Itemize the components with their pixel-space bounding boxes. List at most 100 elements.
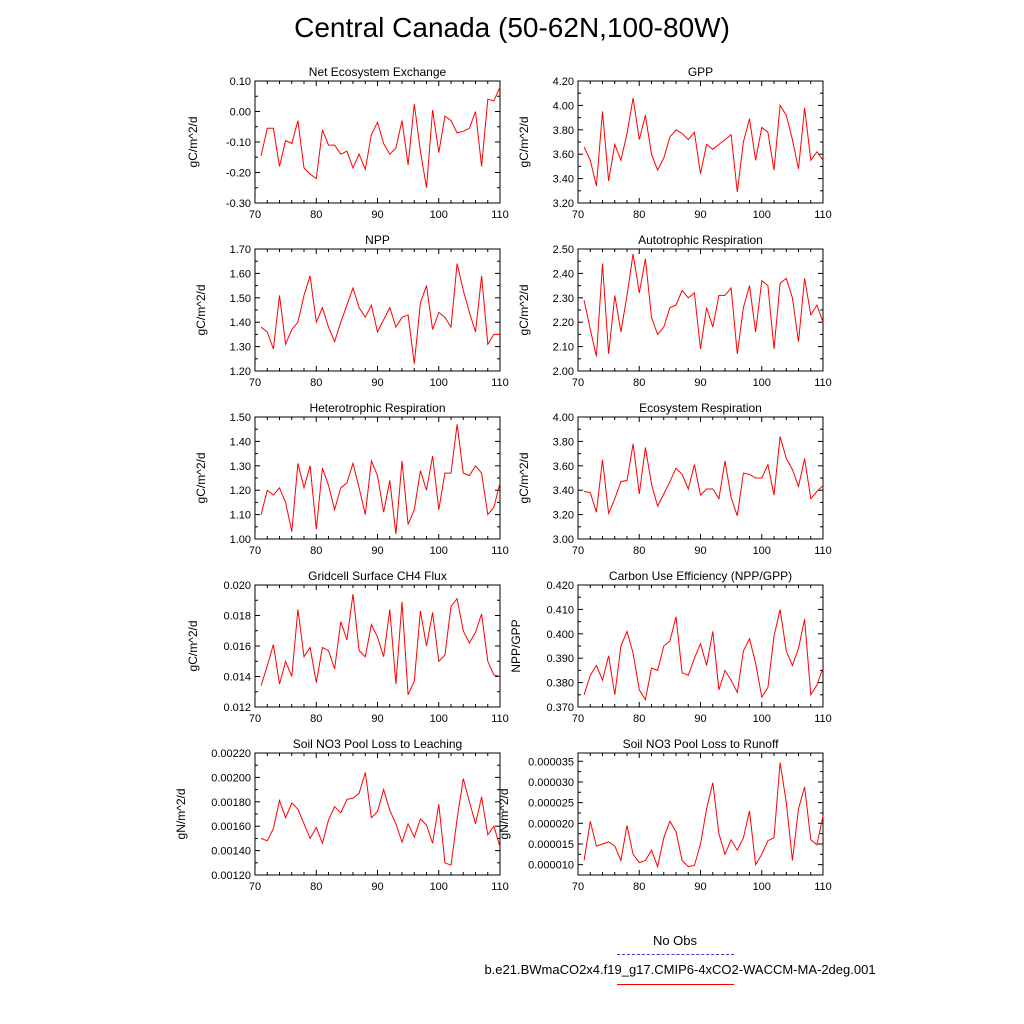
y-tick-label: 3.80 [553,125,574,137]
data-point [602,843,603,844]
y-tick-label: 0.400 [546,629,574,641]
y-axis-label: gC/m^2/d [194,453,208,504]
data-point [408,164,409,165]
data-point [724,295,725,296]
series-line [584,436,824,516]
data-point [694,132,695,133]
data-point [285,140,286,141]
data-point [626,480,627,481]
data-point [334,806,335,807]
data-point [487,514,488,515]
data-point [377,122,378,123]
data-point [487,834,488,835]
data-point [487,344,488,345]
x-tick-label: 100 [430,377,448,389]
data-point [584,146,585,147]
y-tick-label: 1.40 [230,436,251,448]
data-point [645,447,646,448]
data-point [731,134,732,135]
y-tick-label: 4.00 [553,412,574,424]
data-point [651,667,652,668]
data-point [285,661,286,662]
y-tick-label: 3.40 [553,485,574,497]
x-tick-label: 80 [633,545,645,557]
y-tick-label: 1.20 [230,485,251,497]
data-point [261,685,262,686]
y-tick-label: 0.00140 [211,846,251,858]
panel-soil-no3-pool-loss-to-runoff: 70 80 90 100 110 0.000010 0.000015 0.000020 0.00… [497,737,832,893]
data-point [669,307,670,308]
data-point [487,661,488,662]
y-axis-label: gC/m^2/d [186,117,200,168]
data-point [743,473,744,474]
data-point [633,443,634,444]
data-point [340,487,341,488]
data-point [420,610,421,611]
data-point [602,680,603,681]
y-tick-label: 1.30 [230,461,251,473]
data-point [633,854,634,855]
x-tick-label: 110 [491,377,509,389]
data-point [614,694,615,695]
data-point [273,495,274,496]
data-point [279,166,280,167]
data-point [389,307,390,308]
data-point [767,132,768,133]
data-point [322,843,323,844]
data-point [438,152,439,153]
x-tick-label: 90 [694,713,706,725]
plot-frame [254,248,501,372]
data-point [712,631,713,632]
data-point [395,148,396,149]
y-tick-label: 2.40 [553,268,574,280]
data-point [584,300,585,301]
data-point [389,609,390,610]
data-point [328,820,329,821]
data-point [651,484,652,485]
x-tick-label: 100 [430,209,448,221]
series-line [583,762,824,869]
y-tick-label: 0.014 [223,672,251,684]
y-tick-label: 3.20 [553,198,574,210]
data-point [450,606,451,607]
data-point [810,839,811,840]
data-point [675,831,676,832]
x-tick-label: 110 [814,209,832,221]
x-tick-label: 110 [491,881,509,893]
data-point [639,862,640,863]
data-point [328,485,329,486]
data-point [608,513,609,514]
data-point [620,331,621,332]
data-point [316,827,317,828]
data-point [767,687,768,688]
data-point [267,128,268,129]
data-point [718,295,719,296]
data-point [426,187,427,188]
y-tick-label: 1.40 [230,317,251,329]
data-point [767,285,768,286]
data-point [712,488,713,489]
data-point [463,290,464,291]
data-point [426,285,427,286]
data-point [365,656,366,657]
data-point [420,818,421,819]
data-point [261,327,262,328]
data-point [596,512,597,513]
y-tick-label: 0.00200 [211,772,251,784]
x-tick-label: 100 [430,545,448,557]
data-point [822,815,823,816]
data-point [310,838,311,839]
data-point [749,285,750,286]
y-tick-label: 3.60 [553,461,574,473]
panel-ecosystem-respiration: 70 80 90 100 110 3.00 3.20 3.40 3.60 3.80 4.00 Ecos… [517,401,832,557]
y-tick-label: 0.10 [230,76,251,88]
data-point [377,331,378,332]
data-point [749,810,750,811]
x-tick-label: 90 [694,545,706,557]
data-point [432,612,433,613]
data-point [608,655,609,656]
data-point [657,670,658,671]
data-point [359,154,360,155]
x-tick-label: 100 [430,881,448,893]
data-point [590,675,591,676]
